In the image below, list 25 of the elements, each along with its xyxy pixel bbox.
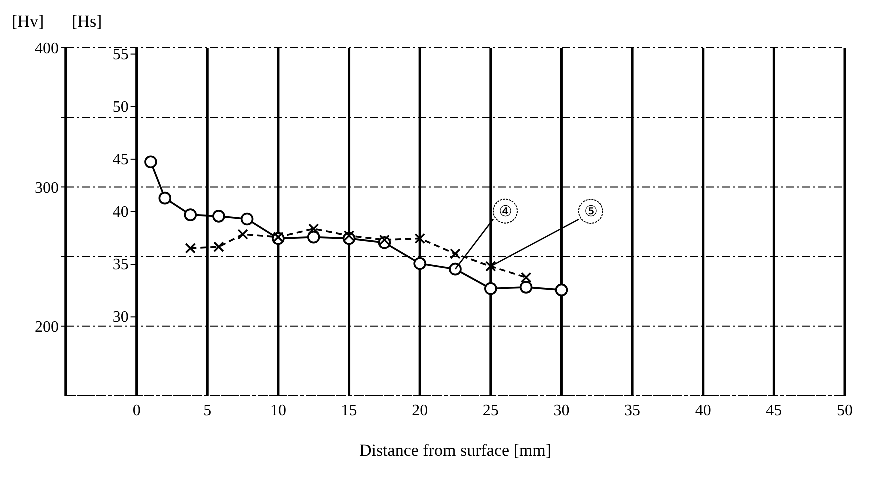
y2-tick-label: 55 [112,46,129,64]
y2-axis-title: [Hs] [72,12,102,32]
y2-tick-label: 50 [112,98,129,116]
x-tick-label: 5 [204,402,212,420]
text: ⑤ [584,204,598,221]
x-tick-label: 0 [132,402,141,420]
x-tick-label: 40 [695,402,712,420]
x-tick-label: 25 [482,402,499,420]
x-tick-label: 50 [837,402,853,420]
y-axis-title: [Hv] [12,12,44,32]
y2-tick-label: 45 [112,151,129,168]
text: ④ [499,204,512,220]
x-tick-label: 45 [766,402,782,420]
x-axis-title: Distance from surface [mm] [359,441,552,460]
y-tick-label: 200 [35,319,59,336]
x-tick-label: 15 [341,402,358,420]
y2-tick-label: 40 [112,204,129,222]
x-tick-label: 20 [412,402,428,420]
y-tick-label: 300 [35,180,59,197]
x-tick-label: 30 [554,402,570,420]
x-tick-label: 35 [624,402,641,420]
y2-tick-label: 35 [112,256,129,274]
y2-tick-label: 30 [112,309,129,326]
y-tick-label: 400 [35,40,59,58]
x-tick-label: 10 [270,402,286,420]
